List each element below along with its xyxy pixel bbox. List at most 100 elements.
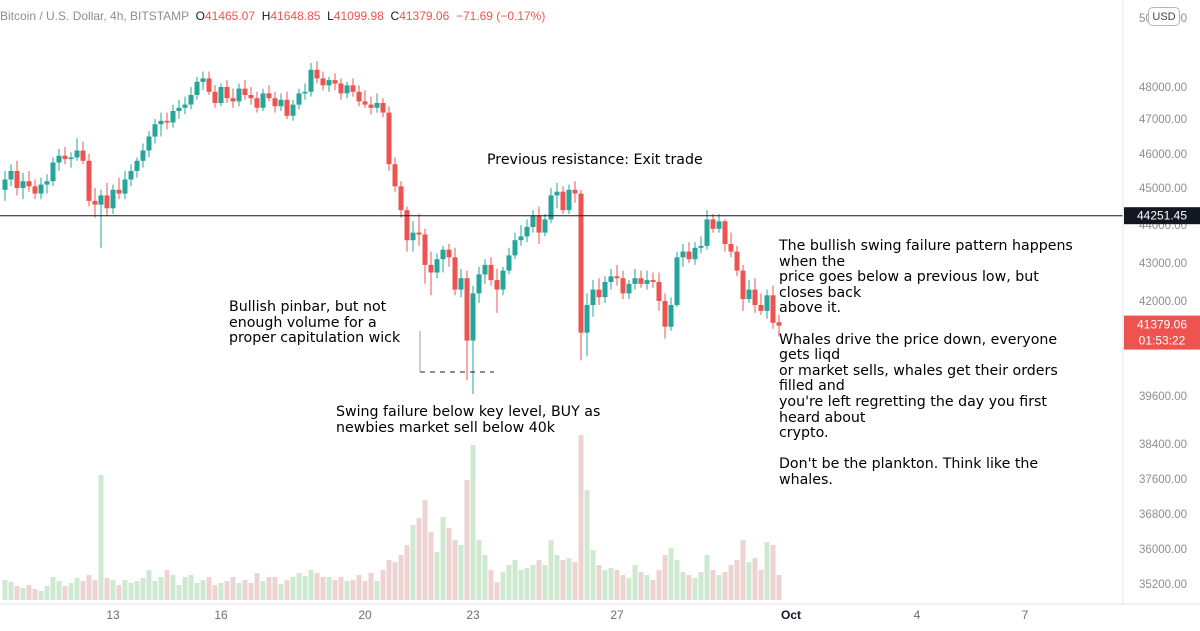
last-price-label: 41379.06 xyxy=(1137,318,1187,332)
candle-down xyxy=(740,270,746,300)
currency-button[interactable]: USD xyxy=(1148,7,1180,26)
candle-up xyxy=(500,270,506,290)
volume-bar xyxy=(596,565,602,600)
volume-bar xyxy=(734,560,740,600)
volume-bar xyxy=(74,578,80,600)
candle-up xyxy=(68,157,74,160)
high-value: 41648.85 xyxy=(270,9,321,23)
candle-up xyxy=(542,219,548,233)
date-tick-label: Oct xyxy=(781,608,801,622)
candle-down xyxy=(272,98,278,107)
volume-bar xyxy=(416,518,422,600)
volume-bar xyxy=(650,580,656,600)
high-label: H xyxy=(261,9,271,23)
candle-down xyxy=(332,80,338,84)
candle-up xyxy=(74,150,80,158)
candle-up xyxy=(626,283,632,294)
candle-down xyxy=(86,160,92,201)
volume-bar xyxy=(62,586,68,600)
volume-bar xyxy=(44,586,50,600)
volume-bar xyxy=(584,490,590,600)
date-tick-label: 7 xyxy=(1022,608,1029,622)
volume-bar xyxy=(614,570,620,600)
candle-down xyxy=(398,186,404,211)
candle-up xyxy=(746,289,752,300)
candle-down xyxy=(428,264,434,273)
candle-down xyxy=(242,88,248,95)
candle-up xyxy=(668,305,674,327)
price-tick-label: 43000.00 xyxy=(1139,258,1187,270)
candle-down xyxy=(722,221,728,244)
candle-down xyxy=(164,120,170,123)
price-tick-label: 38400.00 xyxy=(1139,439,1187,451)
candle-up xyxy=(512,240,518,256)
candle-down xyxy=(686,251,692,260)
volume-bar xyxy=(434,552,440,600)
volume-bar xyxy=(440,517,446,600)
volume-bar xyxy=(284,580,290,600)
volume-bar xyxy=(338,577,344,600)
volume-bar xyxy=(326,577,332,600)
last-price-tag: 41379.06 01:53:22 xyxy=(1124,315,1200,350)
volume-bar xyxy=(140,578,146,600)
volume-bar xyxy=(548,540,554,600)
volume-bar xyxy=(572,562,578,600)
candle-up xyxy=(434,259,440,273)
volume-bar xyxy=(536,560,542,600)
candle-down xyxy=(770,295,776,323)
volume-bar xyxy=(272,577,278,600)
candle-up xyxy=(140,150,146,161)
volume-bar xyxy=(80,581,86,600)
candle-up xyxy=(608,276,614,282)
volume-bar xyxy=(506,565,512,600)
volume-bar xyxy=(578,435,584,600)
candle-up xyxy=(590,289,596,305)
candle-down xyxy=(488,264,494,281)
resistance-annotation[interactable]: Previous resistance: Exit trade xyxy=(487,152,703,168)
volume-bar xyxy=(146,570,152,600)
candle-down xyxy=(734,251,740,271)
candle-down xyxy=(320,78,326,86)
volume-bar xyxy=(2,580,8,600)
volume-bar xyxy=(164,570,170,600)
candle-up xyxy=(110,189,116,209)
candle-up xyxy=(218,87,224,103)
candle-down xyxy=(614,276,620,279)
candle-down xyxy=(92,200,98,205)
candle-down xyxy=(104,195,110,209)
low-value: 41099.98 xyxy=(333,9,384,23)
volume-bar xyxy=(590,550,596,600)
candle-up xyxy=(152,124,158,137)
volume-bars xyxy=(2,435,782,600)
volume-bar xyxy=(494,582,500,600)
volume-bar xyxy=(410,525,416,600)
volume-bar xyxy=(182,577,188,600)
price-axis[interactable]: 50000.0048000.0047000.0046000.0045000.00… xyxy=(1139,13,1187,591)
key-level-tag: 44251.45 xyxy=(1124,207,1200,225)
candle-down xyxy=(638,278,644,284)
candle-down xyxy=(404,210,410,241)
pinbar-annotation[interactable]: Bullish pinbar, but not enough volume fo… xyxy=(229,299,401,347)
explanation-annotation[interactable]: The bullish swing failure pattern happen… xyxy=(779,238,1073,488)
volume-bar xyxy=(56,581,62,600)
candle-down xyxy=(752,289,758,305)
candle-up xyxy=(20,181,26,188)
candle-up xyxy=(200,78,206,82)
price-tick-label: 36800.00 xyxy=(1139,509,1187,521)
volume-bar xyxy=(170,575,176,600)
swing-failure-annotation[interactable]: Swing failure below key level, BUY as ne… xyxy=(336,404,601,436)
volume-bar xyxy=(362,581,368,600)
volume-bar xyxy=(230,577,236,600)
volume-bar xyxy=(332,580,338,600)
symbol-title[interactable]: Bitcoin / U.S. Dollar, 4h, BITSTAMP xyxy=(0,9,189,23)
volume-bar xyxy=(344,581,350,600)
candle-down xyxy=(230,98,236,102)
candle-up xyxy=(2,179,8,190)
price-tick-label: 48000.00 xyxy=(1139,82,1187,94)
volume-bar xyxy=(368,573,374,600)
volume-bar xyxy=(632,565,638,600)
volume-bar xyxy=(446,528,452,600)
time-axis[interactable]: 13 16 20 23 27 Oct 4 7 xyxy=(106,608,1028,622)
volume-bar xyxy=(560,560,566,600)
